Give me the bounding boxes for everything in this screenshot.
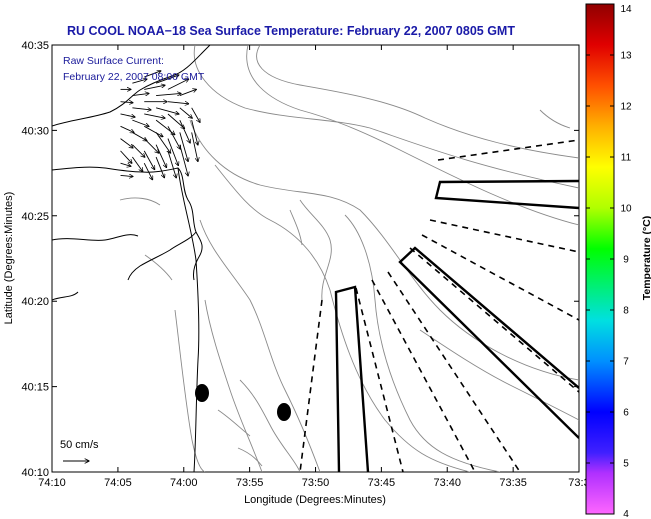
current-vector [179, 132, 188, 161]
current-vector [120, 162, 131, 166]
beam-east [434, 179, 579, 210]
y-tick-label: 40:30 [21, 125, 49, 137]
current-vector [144, 125, 163, 136]
current-vector [143, 150, 154, 170]
colorbar-tick-label: 8 [623, 306, 629, 317]
current-vector [156, 93, 181, 95]
current-vector [132, 93, 149, 95]
site-marker-east [277, 403, 291, 421]
beam-outlines [334, 179, 579, 472]
y-tick-label: 40:25 [21, 211, 49, 223]
y-tick-label: 40:35 [21, 40, 49, 52]
current-vector [179, 107, 192, 118]
current-vector [144, 85, 165, 90]
current-vector [179, 89, 197, 96]
current-vector [155, 75, 179, 84]
current-vector [144, 71, 161, 78]
current-vector [155, 156, 164, 178]
chart-title: RU COOL NOAA−18 Sea Surface Temperature:… [67, 24, 515, 38]
beam-south [334, 285, 370, 472]
current-vector [143, 162, 152, 180]
current-vector [132, 79, 147, 84]
colorbar-tick-label: 9 [623, 255, 629, 266]
current-vector [132, 119, 149, 126]
current-vector [132, 144, 144, 157]
y-tick-label: 40:10 [21, 467, 49, 479]
current-vector [167, 150, 176, 178]
current-vector [120, 102, 133, 103]
current-vector [144, 113, 165, 118]
x-tick-label: 74:05 [104, 477, 132, 489]
current-vector [132, 108, 151, 110]
colorbar [585, 3, 615, 515]
plot-area [51, 44, 580, 473]
current-vector [167, 138, 178, 166]
colorbar-tick-label: 10 [620, 204, 632, 215]
current-vector [120, 138, 133, 148]
beam-southeast [398, 246, 579, 439]
x-axis-ticks: 74:10 74:05 74:00 73:55 73:50 73:45 73:40 73:35… [38, 45, 590, 489]
current-vector [191, 107, 200, 123]
current-vector [120, 150, 132, 163]
current-vector [167, 113, 185, 129]
colorbar-label: Temperature (°C) [641, 216, 651, 301]
current-vector [179, 144, 188, 176]
current-vector [155, 144, 166, 168]
colorbar-tick-label: 4 [623, 509, 629, 519]
current-vector [120, 125, 135, 132]
x-tick-label: 74:10 [38, 477, 66, 489]
current-vector [167, 126, 180, 149]
site-marker-west [195, 384, 209, 402]
colorbar-tick-label: 11 [621, 153, 632, 164]
x-tick-label: 73:35 [499, 477, 527, 489]
legend-line-2: February 22, 2007 08:00 GMT [63, 71, 205, 83]
x-tick-label: 73:45 [368, 477, 396, 489]
scale-label: 50 cm/s [60, 439, 99, 451]
colorbar-tick-label: 13 [620, 51, 632, 62]
colorbar-tick-label: 6 [623, 408, 629, 419]
colorbar-tick-label: 14 [620, 4, 632, 15]
y-axis-ticks: 40:10 40:15 40:20 40:25 40:30 40:35 [21, 40, 579, 479]
current-vector [191, 120, 198, 145]
y-tick-label: 40:20 [21, 296, 49, 308]
y-tick-label: 40:15 [21, 382, 49, 394]
dashed-sector-lines [299, 139, 579, 472]
current-vector [143, 138, 159, 154]
x-tick-label: 73:55 [236, 477, 264, 489]
current-vector [167, 79, 189, 90]
coastline [52, 45, 211, 472]
x-tick-label: 73:50 [302, 477, 330, 489]
current-vector [155, 132, 171, 153]
x-tick-label: 73:3 [568, 477, 589, 489]
colorbar-ticks: 4 5 6 7 8 9 10 11 12 13 14 [586, 3, 632, 519]
current-vector [132, 156, 142, 172]
current-vector [179, 119, 190, 143]
current-vector [120, 113, 136, 117]
colorbar-tick-label: 7 [623, 357, 629, 368]
current-vector [167, 102, 189, 104]
x-axis-label: Longitude (Degrees:Minutes) [244, 494, 386, 506]
x-tick-label: 73:40 [433, 477, 461, 489]
bathymetry-contours [119, 45, 579, 472]
colorbar-tick-label: 12 [620, 102, 632, 113]
colorbar-tick-label: 5 [623, 459, 629, 470]
current-vectors [120, 71, 200, 180]
current-vector [155, 107, 179, 114]
current-vector [120, 175, 133, 176]
x-tick-label: 74:00 [170, 477, 198, 489]
legend-line-1: Raw Surface Current: [63, 55, 164, 67]
current-vector [191, 132, 198, 161]
y-axis-label: Latitude (Degrees:Minutes) [3, 192, 15, 325]
